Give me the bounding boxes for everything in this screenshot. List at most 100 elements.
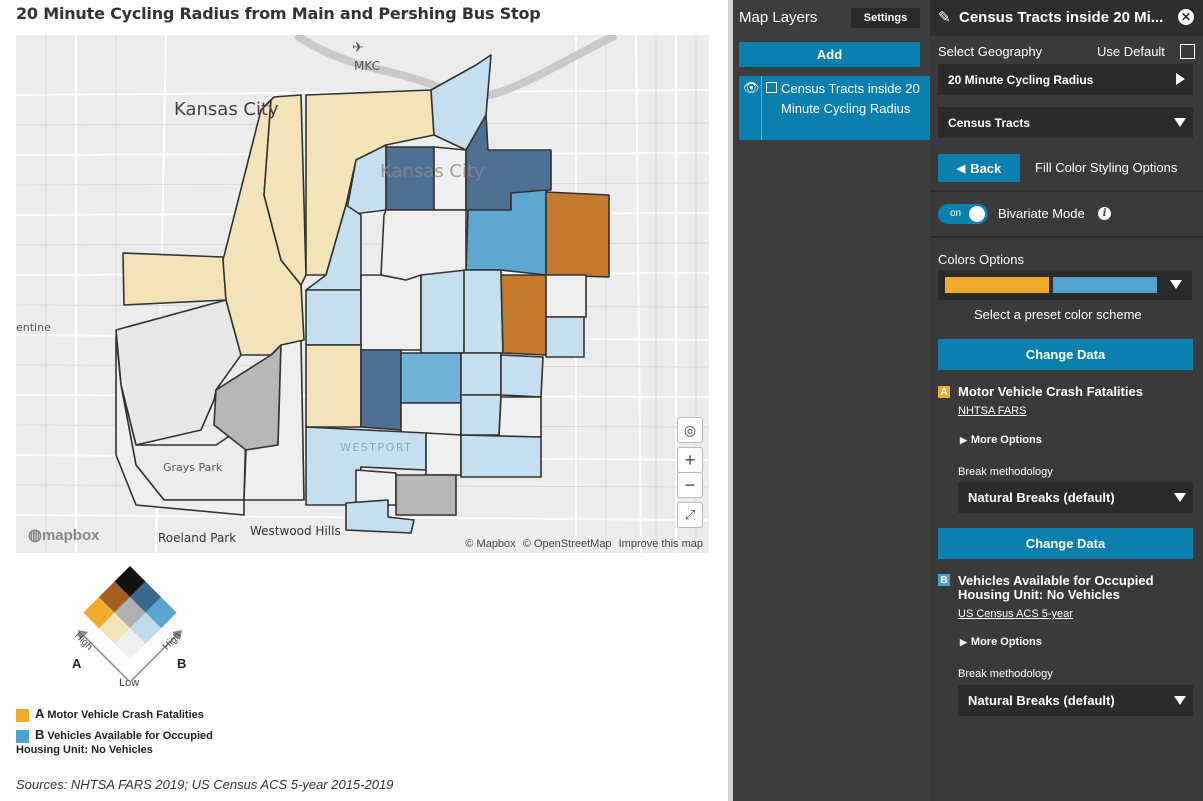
legend-item-a: A Motor Vehicle Crash Fatalities (16, 706, 204, 722)
divider-1 (930, 190, 1203, 192)
legend-axis-b: B (177, 656, 187, 671)
close-icon[interactable]: ✕ (1178, 9, 1194, 25)
var-a-more-label: More Options (970, 434, 1042, 446)
city-overlay-label: Kansas City (380, 161, 485, 182)
legend-low: Low (119, 677, 140, 689)
legend-text-b-1: Vehicles Available for Occupied (47, 730, 213, 742)
toggle-text: on (950, 208, 962, 219)
fullscreen-icon[interactable]: ⤢ (677, 502, 703, 528)
var-a-break-label: Break methodology (958, 466, 1053, 478)
map-canvas[interactable]: ✈ MKC Kansas City Kansas City entine Gra… (16, 35, 709, 553)
geography-select[interactable]: 20 Minute Cycling Radius (938, 64, 1193, 95)
back-arrow-icon: ◀ (956, 162, 966, 175)
add-layer-button[interactable]: Add (739, 42, 920, 67)
layer-item-label: Census Tracts inside 20 Minute Cycling R… (781, 81, 920, 116)
color-a-swatch (945, 277, 1049, 293)
preset-hint: Select a preset color scheme (974, 307, 1142, 322)
var-b-title: Vehicles Available for Occupied Housing … (958, 573, 1154, 602)
select-geography-label: Select Geography (938, 44, 1043, 59)
pencil-icon[interactable]: ✎ (938, 9, 951, 26)
settings-button[interactable]: Settings (851, 8, 920, 28)
zoom-in-button[interactable]: + (677, 447, 703, 473)
var-a-source-link[interactable]: NHTSA FARS (958, 405, 1027, 417)
panel-header: ✎ Census Tracts inside 20 Mi... ✕ (930, 0, 1203, 36)
var-b-source-link[interactable]: US Census ACS 5-year (958, 608, 1073, 620)
attribution-mapbox[interactable]: © Mapbox (465, 538, 516, 550)
grays-park-label: Grays Park (163, 461, 223, 474)
chevron-down-icon (1174, 493, 1186, 502)
tracts-select[interactable]: Census Tracts (938, 107, 1193, 138)
back-button[interactable]: ◀ Back (938, 154, 1020, 182)
legend-swatch-a (16, 708, 29, 722)
bivariate-legend (78, 566, 182, 681)
westport-label: WESTPORT (340, 441, 413, 454)
layer-style-panel: ✎ Census Tracts inside 20 Mi... ✕ Select… (930, 0, 1203, 801)
map-report: 20 Minute Cycling Radius from Main and P… (16, 4, 709, 792)
var-a-break-value: Natural Breaks (default) (968, 490, 1115, 505)
fill-options-label: Fill Color Styling Options (1035, 160, 1178, 175)
var-a-title: Motor Vehicle Crash Fatalities (958, 384, 1143, 399)
airport-icon: ✈ (352, 40, 364, 56)
caret-right-icon: ▶ (960, 435, 967, 445)
edge-label: entine (16, 321, 51, 334)
tracts-select-value: Census Tracts (948, 115, 1031, 130)
change-data-b-button[interactable]: Change Data (938, 528, 1193, 559)
var-a-break-select[interactable]: Natural Breaks (default) (958, 482, 1193, 513)
sources-note: Sources: NHTSA FARS 2019; US Census ACS … (16, 777, 394, 792)
layer-item[interactable]: 👁 Census Tracts inside 20 Minute Cycling… (739, 76, 930, 140)
var-a-badge: A (938, 386, 950, 398)
info-icon[interactable]: i (1098, 207, 1111, 220)
mapbox-logo-icon: ◍ (28, 527, 42, 544)
legend-text-a: Motor Vehicle Crash Fatalities (47, 709, 204, 721)
color-scheme-select[interactable] (938, 270, 1192, 300)
westwood-hills-label: Westwood Hills (250, 524, 341, 538)
caret-right-icon: ▶ (960, 637, 967, 647)
divider-2 (930, 236, 1203, 238)
mapbox-logo-text: mapbox (41, 527, 100, 544)
geography-select-value: 20 Minute Cycling Radius (948, 72, 1094, 87)
var-b-break-label: Break methodology (958, 668, 1053, 680)
layers-panel: Map Layers Settings Add 👁 Census Tracts … (733, 0, 930, 801)
toggle-knob (969, 206, 985, 222)
chevron-down-icon (1174, 696, 1186, 705)
color-b-swatch (1053, 277, 1157, 293)
chevron-down-icon (1170, 280, 1182, 289)
layers-title: Map Layers (739, 9, 818, 26)
eye-icon[interactable]: 👁 (743, 80, 760, 95)
panel-divider[interactable] (728, 0, 733, 801)
locate-icon[interactable]: ◎ (677, 417, 703, 443)
colors-options-label: Colors Options (938, 252, 1024, 267)
legend-letter-b: B (35, 727, 45, 742)
city-label: Kansas City (174, 99, 279, 120)
change-data-a-button[interactable]: Change Data (938, 339, 1193, 370)
legend-text-b-2: Housing Unit: No Vehicles (16, 744, 153, 756)
var-b-more-label: More Options (970, 636, 1042, 648)
chevron-down-icon (1174, 118, 1186, 127)
mapbox-logo[interactable]: ◍mapbox (28, 525, 99, 545)
panel-title[interactable]: Census Tracts inside 20 Mi... (959, 9, 1164, 26)
map-svg (16, 35, 709, 553)
chevron-right-icon (1176, 73, 1185, 85)
bivariate-label: Bivariate Mode (998, 206, 1085, 221)
use-default-label: Use Default (1097, 44, 1165, 59)
bivariate-toggle[interactable]: on (938, 204, 988, 224)
var-b-badge: B (938, 574, 950, 586)
zoom-out-button[interactable]: − (677, 472, 703, 498)
legend-swatch-b (16, 729, 29, 743)
var-b-more-options[interactable]: ▶ More Options (960, 636, 1042, 648)
airport-label: MKC (354, 59, 380, 73)
var-a-more-options[interactable]: ▶ More Options (960, 434, 1042, 446)
attribution-improve[interactable]: Improve this map (618, 538, 703, 550)
map-title: 20 Minute Cycling Radius from Main and P… (16, 4, 541, 23)
var-b-break-value: Natural Breaks (default) (968, 693, 1115, 708)
legend-letter-a: A (35, 706, 45, 721)
attribution-osm[interactable]: © OpenStreetMap (522, 538, 612, 550)
roeland-park-label: Roeland Park (158, 531, 237, 545)
layer-item-separator (761, 76, 762, 140)
layer-checkbox[interactable] (766, 82, 777, 93)
legend-item-b: B Vehicles Available for Occupied (16, 727, 213, 743)
attribution: © Mapbox © OpenStreetMap Improve this ma… (461, 538, 703, 550)
back-button-label: Back (970, 160, 1002, 176)
use-default-checkbox[interactable] (1180, 44, 1195, 59)
var-b-break-select[interactable]: Natural Breaks (default) (958, 685, 1193, 716)
